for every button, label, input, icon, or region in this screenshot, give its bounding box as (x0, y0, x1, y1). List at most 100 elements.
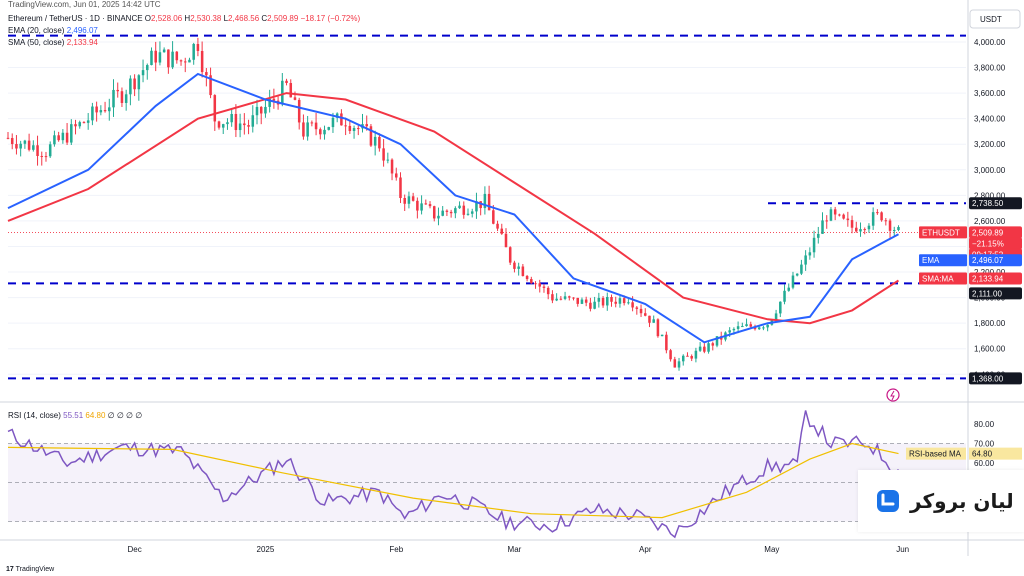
candle-body (424, 203, 428, 205)
candle-body (171, 51, 174, 68)
candle-body (137, 75, 141, 90)
candle-body (669, 350, 672, 360)
time-tick-label: May (764, 545, 779, 554)
price-badges: 2,738.50ETHUSDT2,509.89−21.15%09:17:52EM… (886, 197, 1022, 460)
candle-body (420, 203, 423, 211)
candle-body (74, 124, 77, 127)
currency-label: USDT (980, 15, 1002, 24)
candle-body (226, 122, 229, 125)
candle-body (897, 227, 900, 231)
candle-body (846, 218, 850, 221)
candle-body (884, 220, 888, 222)
candle-body (618, 298, 622, 304)
candle-body (546, 287, 550, 295)
candle-body (302, 122, 305, 137)
candlestick-series (6, 37, 900, 371)
candle-body (648, 315, 651, 323)
candle-body (808, 252, 812, 256)
candle-body (403, 198, 406, 204)
ema-symbol-tag-bg (919, 254, 967, 267)
candle-body (538, 283, 542, 287)
candle-body (53, 135, 56, 145)
candle-body (82, 122, 86, 124)
candle-body (631, 302, 634, 308)
candle-body (154, 50, 157, 63)
candle-body (859, 229, 862, 232)
candle-body (133, 78, 136, 90)
candle-body (643, 313, 647, 316)
candle-body (711, 343, 715, 346)
candle-body (728, 330, 731, 333)
last-price-symbol-tag: ETHUSDT (922, 228, 960, 237)
candle-body (745, 324, 748, 327)
candle-body (597, 297, 601, 302)
symbol-legend: Ethereum / TetherUS · 1D · BINANCE O2,52… (8, 14, 361, 23)
currency-selector[interactable] (969, 9, 1021, 29)
candle-body (352, 128, 356, 132)
rsi-tick-label: 60.00 (974, 459, 995, 468)
candle-body (681, 355, 685, 362)
candle-body (454, 208, 457, 214)
candle-body (293, 97, 297, 100)
candle-body (496, 223, 499, 229)
candle-body (213, 95, 217, 122)
tradingview-footer: 17 TradingView (6, 566, 55, 573)
candle-body (6, 137, 10, 139)
candle-body (458, 205, 461, 209)
time-tick-label: Dec (127, 545, 141, 554)
ema-legend-value: 2,496.07 (66, 26, 98, 35)
candle-body (690, 356, 693, 359)
candle-body (36, 145, 39, 156)
candle-body (795, 273, 799, 276)
time-tick-label: Feb (389, 545, 403, 554)
candle-body (243, 123, 246, 126)
candle-body (508, 247, 512, 263)
candle-body (610, 296, 613, 302)
candle-body (665, 334, 668, 351)
candle-body (57, 135, 60, 141)
candle-body (732, 328, 736, 331)
candle-body (146, 65, 149, 71)
high-value: 2,530.38 (190, 14, 222, 23)
candle-body (378, 136, 381, 149)
candle-body (259, 106, 263, 114)
candle-body (281, 80, 284, 105)
candle-body (804, 255, 807, 265)
candle-body (652, 319, 655, 323)
price-tick-label: 2,600.00 (974, 217, 1006, 226)
candle-body (255, 106, 259, 116)
candle-body (542, 286, 546, 288)
candle-body (892, 230, 896, 232)
candle-body (327, 127, 331, 130)
lian-broker-logo-icon (877, 490, 899, 512)
rsi-pane (7, 410, 966, 539)
candle-body (530, 279, 533, 284)
rsi-ma-legend-value: 64.80 (85, 411, 106, 420)
candle-body (175, 51, 179, 61)
candle-body (150, 50, 153, 66)
candle-body (432, 206, 436, 219)
candle-body (703, 346, 706, 352)
candle-body (192, 43, 195, 60)
alert-bolt-icon[interactable] (886, 388, 900, 402)
alert-bolt-glyph (890, 390, 895, 401)
candle-body (698, 346, 702, 351)
price-tick-label: 3,200.00 (974, 140, 1006, 149)
candle-body (441, 210, 444, 216)
candle-body (504, 233, 508, 248)
candle-body (821, 220, 824, 234)
price-tick-label: 1,600.00 (974, 345, 1006, 354)
resistance-badge: 2,738.50 (972, 199, 1004, 208)
candle-body (116, 89, 119, 92)
rsi-tick-label: 70.00 (974, 440, 995, 449)
sma-symbol-tag: SMA:MA (922, 274, 954, 283)
support-low-badge: 1,368.00 (972, 374, 1004, 383)
candle-body (40, 155, 44, 157)
candle-body (791, 275, 795, 288)
candle-body (749, 324, 753, 327)
low-value: 2,468.56 (228, 14, 260, 23)
candle-body (65, 132, 69, 143)
rsi-ma-line (7, 442, 899, 519)
candle-body (606, 296, 609, 306)
